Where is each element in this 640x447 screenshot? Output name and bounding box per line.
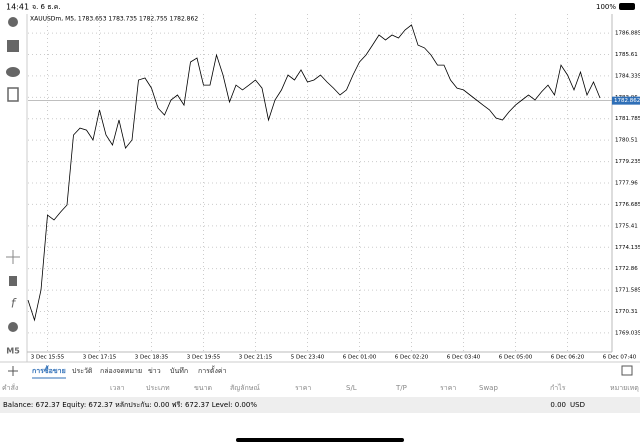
current-price-label: 1782.862: [614, 98, 640, 104]
icon-crosshair[interactable]: [6, 250, 20, 264]
column-header: Swap: [479, 384, 498, 392]
y-tick-label: 1772.86: [615, 266, 638, 272]
x-tick-label: 3 Dec 19:55: [187, 355, 221, 361]
y-tick-label: 1775.41: [615, 223, 638, 229]
currency: USD: [570, 401, 585, 409]
icon-chat[interactable]: [6, 67, 20, 77]
summary-bar: [0, 397, 640, 413]
status-battery: 100%: [596, 3, 616, 11]
column-header: คำสั่ง: [2, 383, 18, 392]
y-tick-label: 1781.785: [615, 116, 640, 122]
column-header: ขนาด: [194, 384, 212, 392]
status-time: 14:41: [6, 3, 29, 12]
price-line: [27, 24, 601, 322]
current-price-box: [612, 96, 640, 105]
x-tick-label: 6 Dec 06:20: [551, 355, 585, 361]
column-header: ราคา: [440, 384, 456, 392]
column-header: ประเภท: [146, 384, 170, 392]
column-header: หมายเหตุ: [610, 384, 639, 392]
column-header: สัญลักษณ์: [230, 384, 260, 392]
tab[interactable]: การซื้อขาย: [32, 364, 66, 375]
chart-info: XAUUSDm, M5, 1783.653 1783.735 1782.755 …: [30, 16, 198, 23]
icon-objects[interactable]: [8, 322, 18, 332]
icon-new[interactable]: [7, 87, 19, 102]
x-tick-label: 6 Dec 07:40: [603, 355, 637, 361]
x-tick-label: 3 Dec 17:15: [83, 355, 117, 361]
x-tick-label: 6 Dec 01:00: [343, 355, 377, 361]
y-tick-label: 1786.885: [615, 31, 640, 37]
icon-account[interactable]: [8, 17, 18, 27]
column-header: เวลา: [110, 384, 125, 392]
tab[interactable]: บันทึก: [170, 366, 188, 375]
timeframe[interactable]: M5: [6, 347, 20, 356]
icon-add[interactable]: [8, 366, 18, 376]
y-tick-label: 1770.31: [615, 309, 638, 315]
profit: 0.00: [550, 401, 566, 409]
x-tick-label: 6 Dec 03:40: [447, 355, 481, 361]
summary: Balance: 672.37 Equity: 672.37 หลักประกั…: [3, 401, 257, 409]
y-tick-label: 1785.61: [615, 52, 638, 58]
x-tick-label: 5 Dec 23:40: [291, 355, 325, 361]
y-tick-label: 1771.585: [615, 288, 640, 294]
x-tick-label: 6 Dec 05:00: [499, 355, 533, 361]
y-tick-label: 1774.135: [615, 245, 640, 251]
x-tick-label: 3 Dec 18:35: [135, 355, 169, 361]
y-tick-label: 1769.035: [615, 330, 640, 336]
x-tick-label: 3 Dec 15:55: [31, 355, 65, 361]
y-tick-label: 1777.96: [615, 181, 638, 187]
tab[interactable]: การตั้งค่า: [198, 364, 227, 375]
column-header: T/P: [395, 384, 407, 392]
tab[interactable]: กล่องจดหมาย: [100, 367, 142, 375]
y-tick-label: 1779.235: [615, 159, 640, 165]
column-header: กำไร: [550, 383, 566, 392]
y-tick-label: 1776.685: [615, 202, 640, 208]
x-tick-label: 3 Dec 21:15: [239, 355, 273, 361]
icon-trade[interactable]: [7, 40, 19, 52]
icon-indicator[interactable]: f: [11, 297, 17, 311]
column-header: ราคา: [295, 384, 311, 392]
chart: 1786.8851785.611784.3351783.061781.78517…: [27, 14, 640, 361]
home-indicator: [236, 438, 404, 442]
x-tick-label: 6 Dec 02:20: [395, 355, 429, 361]
battery-icon: [619, 3, 635, 10]
tab[interactable]: ข่าว: [148, 367, 161, 375]
tab[interactable]: ประวัติ: [72, 367, 93, 375]
icon-layout[interactable]: [621, 365, 633, 376]
y-tick-label: 1784.335: [615, 73, 640, 79]
icon-chart-type[interactable]: [9, 276, 17, 286]
column-header: S/L: [346, 384, 357, 392]
y-tick-label: 1780.51: [615, 138, 638, 144]
status-date: จ. 6 ธ.ค.: [32, 3, 61, 11]
